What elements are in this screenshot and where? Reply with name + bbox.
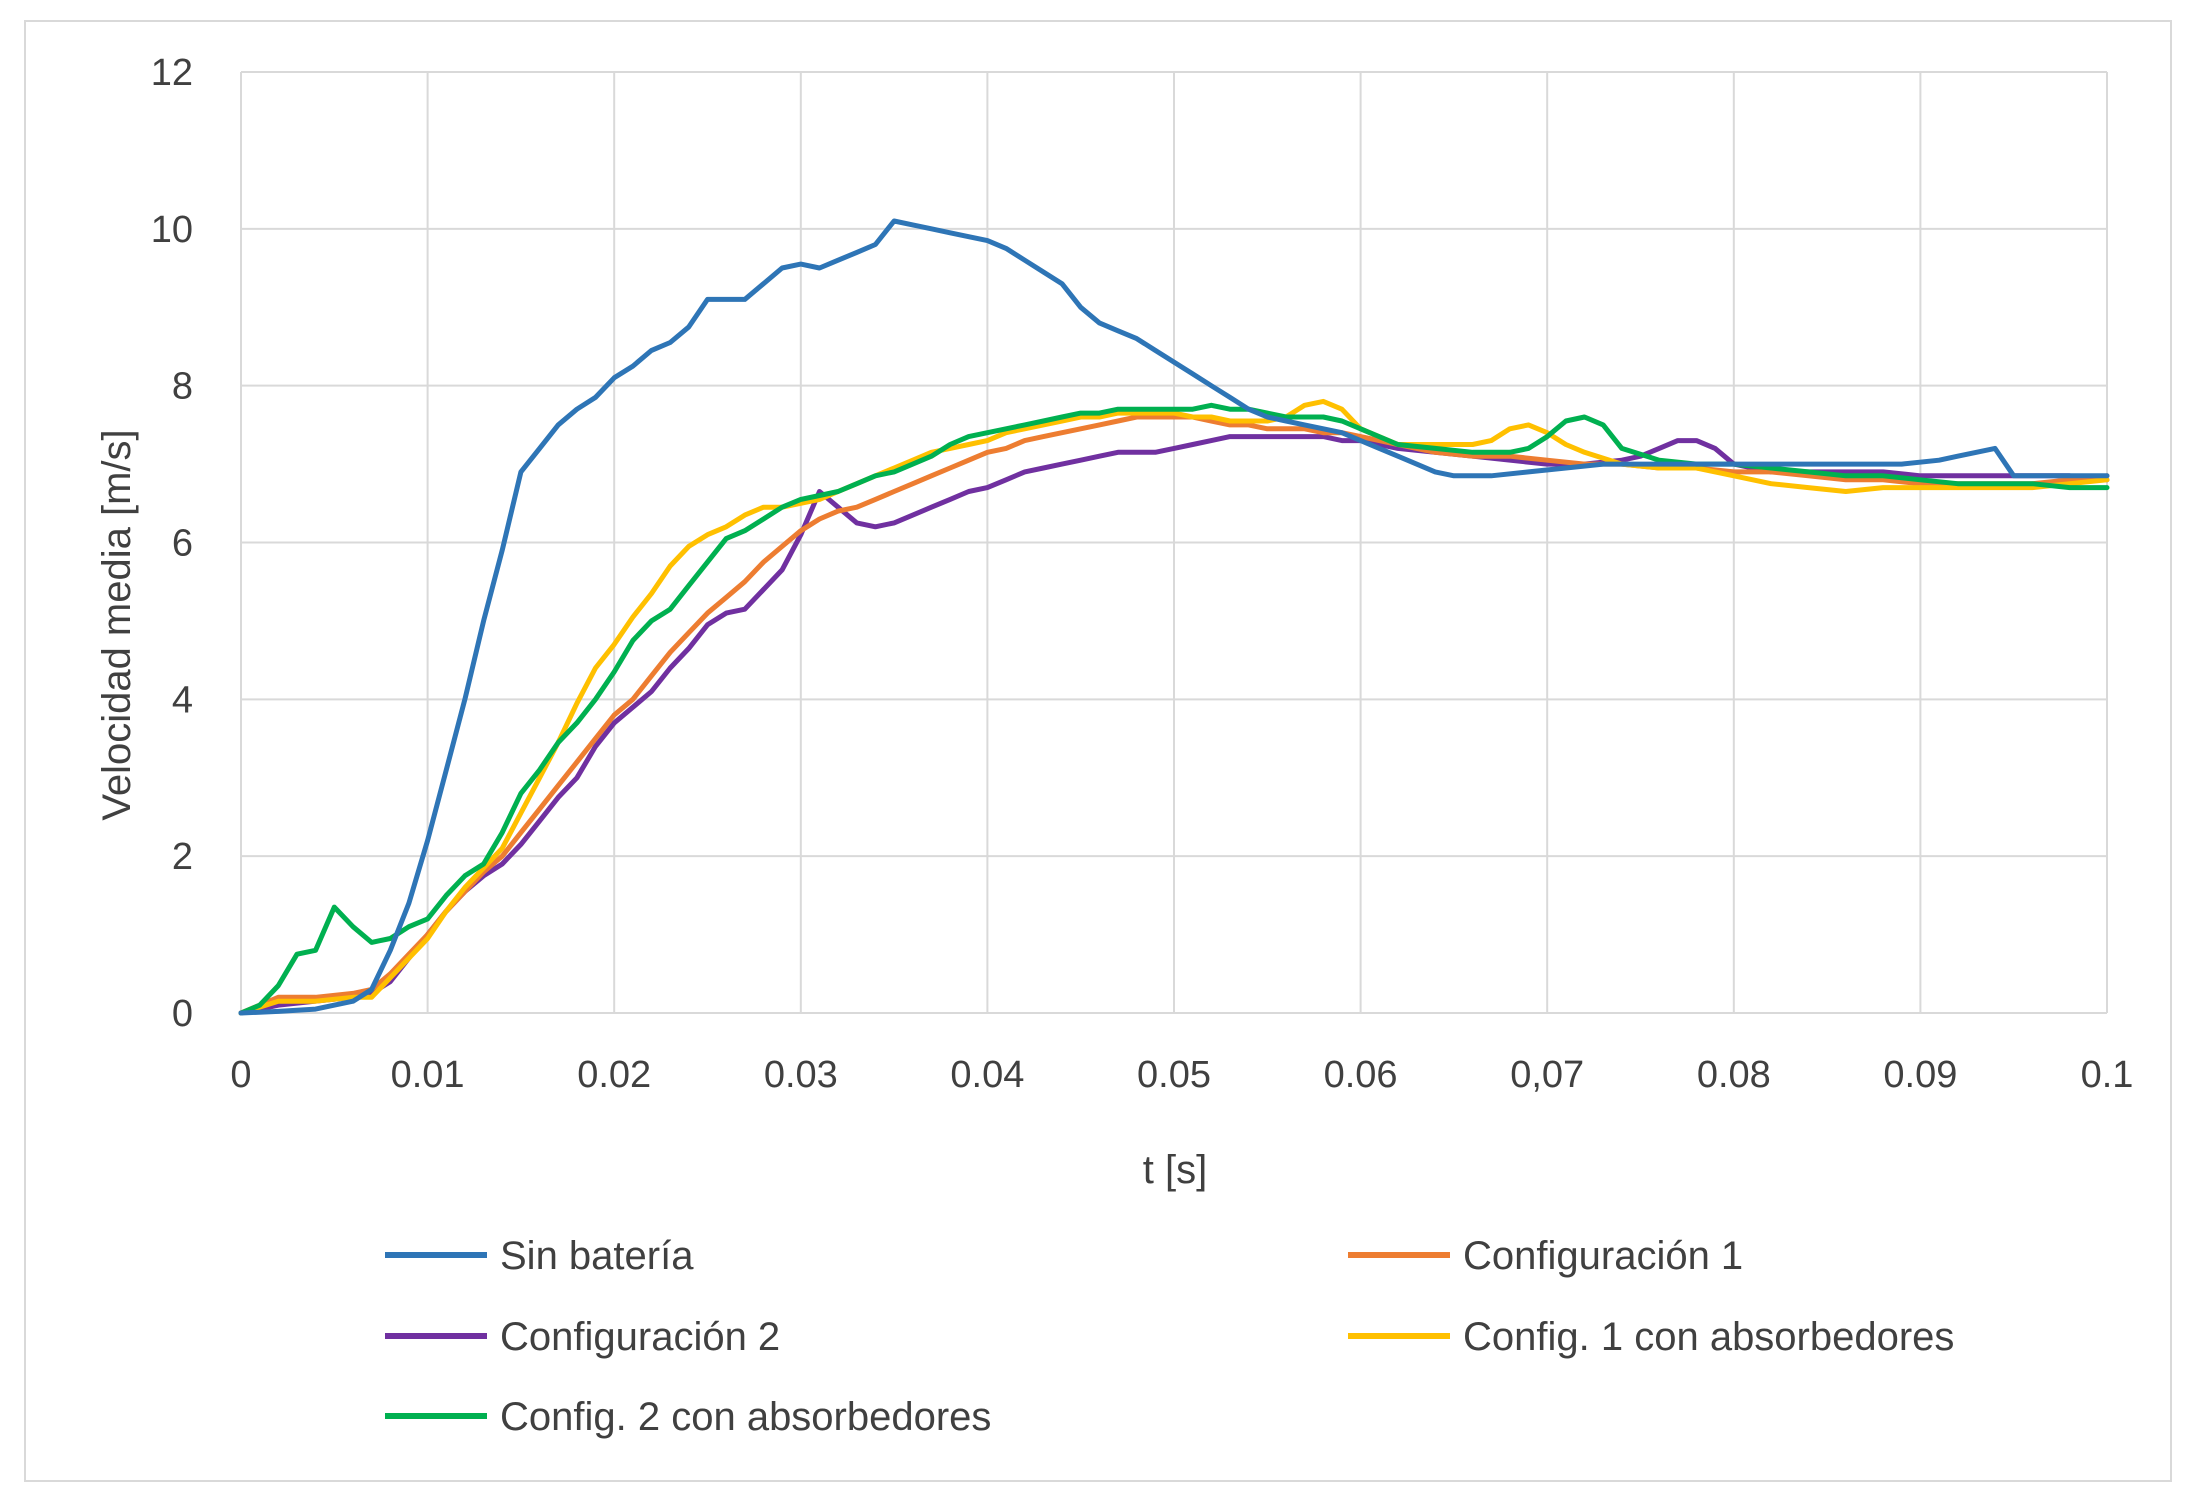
x-tick-label: 0.08: [1697, 1054, 1771, 1096]
legend-label: Config. 1 con absorbedores: [1463, 1315, 1954, 1359]
y-axis-title: Velocidad media [m/s]: [95, 429, 139, 820]
legend: Sin batería Configuración 1 Configuración …: [385, 1234, 1954, 1439]
y-tick-labels: 0 2 4 6 8 10 12: [151, 52, 193, 1035]
x-tick-label: 0.06: [1324, 1054, 1398, 1096]
x-tick-label: 0.09: [1883, 1054, 1957, 1096]
x-tick-label: 0,07: [1510, 1054, 1584, 1096]
x-tick-labels: 0 0.01 0.02 0.03 0.04 0.05 0.06 0,07 0.08 0.09 0.1: [230, 1054, 2133, 1096]
x-tick-label: 0.01: [391, 1054, 465, 1096]
y-tick-label: 4: [172, 679, 193, 721]
legend-label: Configuración 2: [500, 1315, 780, 1359]
series-line-2: [238, 434, 2110, 1016]
y-tick-label: 8: [172, 366, 193, 408]
series-lines: [238, 218, 2110, 1016]
x-tick-label: 0.03: [764, 1054, 838, 1096]
legend-label: Config. 2 con absorbedores: [500, 1395, 991, 1439]
y-tick-label: 12: [151, 52, 193, 94]
y-tick-label: 6: [172, 523, 193, 565]
x-tick-label: 0.05: [1137, 1054, 1211, 1096]
series-line-3: [238, 398, 2110, 1016]
x-tick-label: 0.04: [950, 1054, 1024, 1096]
legend-label: Sin batería: [500, 1234, 694, 1278]
grid-lines: [240, 71, 2108, 1014]
series-line-0: [238, 218, 2110, 1016]
series-line-4: [238, 402, 2110, 1016]
x-tick-label: 0: [230, 1054, 251, 1096]
chart-frame: [24, 20, 2172, 1482]
y-tick-label: 10: [151, 209, 193, 251]
legend-label: Configuración 1: [1463, 1234, 1743, 1278]
x-tick-label: 0.02: [577, 1054, 651, 1096]
x-axis-title: t [s]: [1143, 1148, 1207, 1192]
x-tick-label: 0.1: [2081, 1054, 2134, 1096]
y-tick-label: 2: [172, 836, 193, 878]
y-tick-label: 0: [172, 993, 193, 1035]
